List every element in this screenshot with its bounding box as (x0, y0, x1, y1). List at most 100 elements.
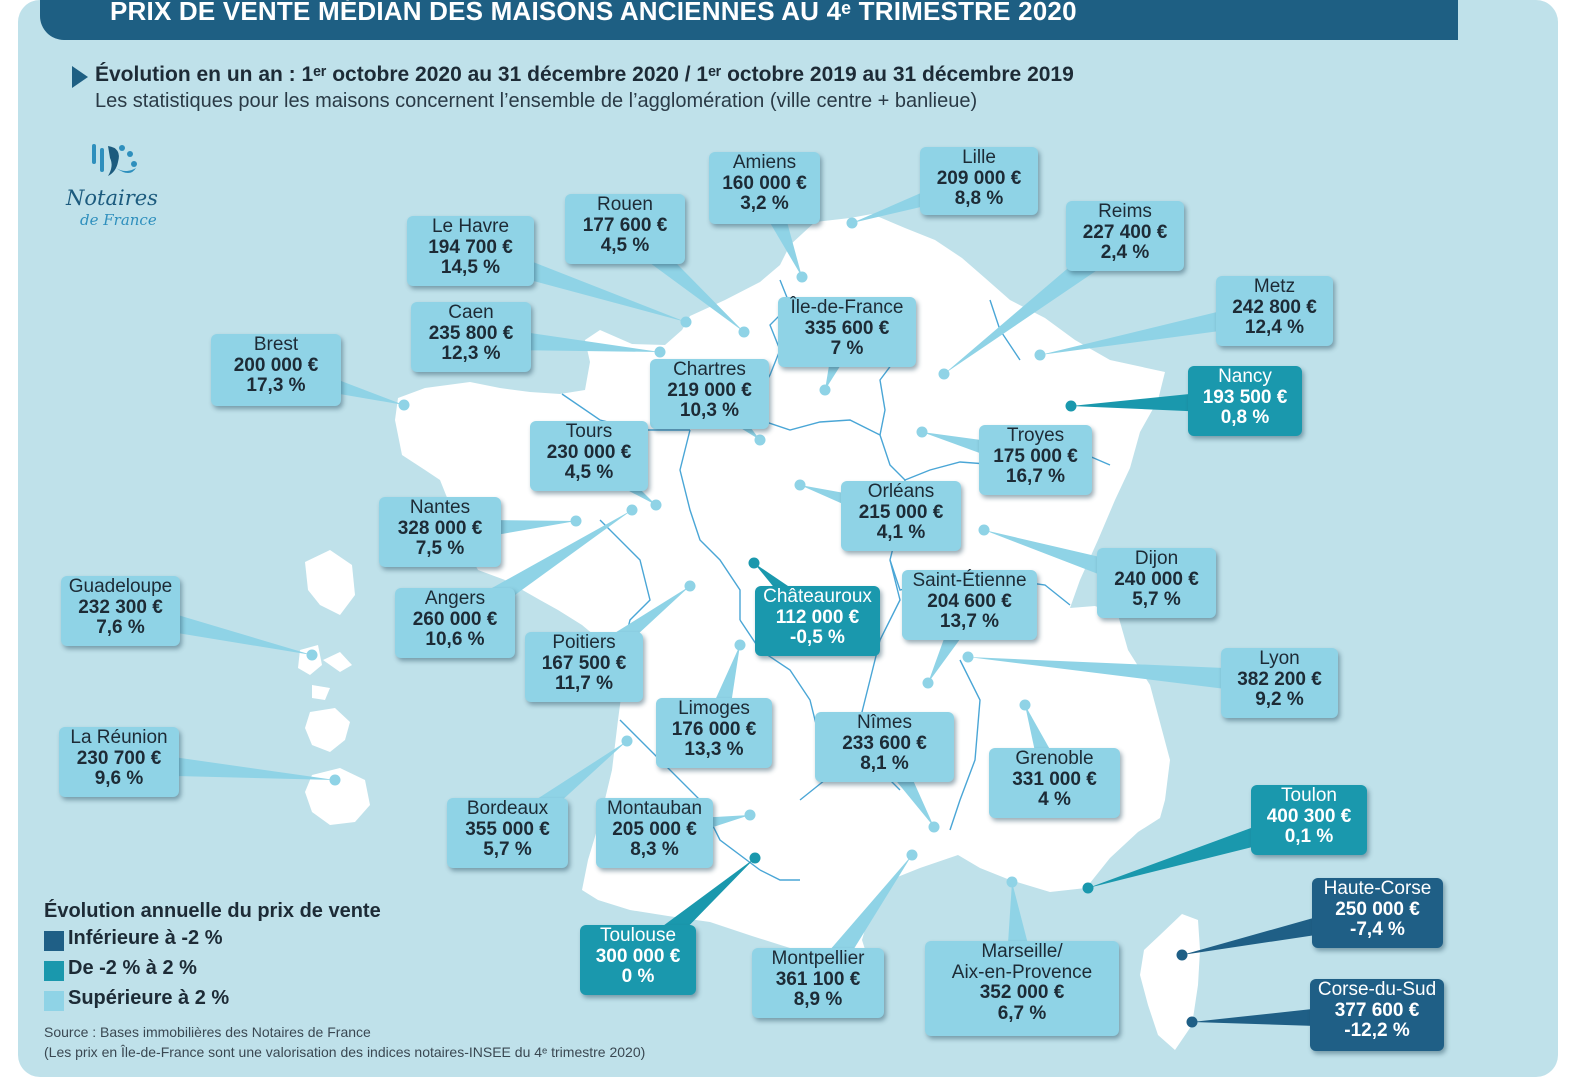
city-evolution: 4 % (1038, 789, 1071, 810)
city-price: 177 600 € (582, 214, 668, 236)
callout-pointer (968, 657, 1281, 696)
city-evolution: 9,6 % (94, 768, 144, 789)
city-price: 331 000 € (1012, 768, 1097, 790)
city-callout: Grenoble 331 000 €4 % (989, 748, 1120, 818)
city-evolution: 8,1 % (860, 753, 909, 774)
city-dots (306, 217, 1198, 1028)
city-evolution: 0 % (621, 966, 655, 987)
city-name: Lyon (1259, 648, 1300, 669)
city-dot (650, 499, 662, 511)
city-name: Grenoble (1015, 748, 1094, 769)
city-callout: Reims 227 400 €2,4 % (1066, 201, 1184, 271)
city-evolution: 8,3 % (630, 839, 679, 860)
legend-item: De -2 % à 2 % (44, 953, 381, 983)
legend-label: De -2 % à 2 % (68, 957, 197, 979)
legend-label: Inférieure à -2 % (68, 927, 223, 949)
city-dot (796, 271, 808, 283)
city-dot (906, 849, 918, 861)
notaires-logo-icon (92, 144, 137, 176)
city-evolution: 4,1 % (876, 522, 926, 543)
city-callout: Nantes 328 000 €7,5 % (379, 497, 501, 567)
city-price: 194 700 € (428, 236, 513, 258)
city-callout: Île-de-France 335 600 €7 % (778, 297, 916, 367)
city-price: 230 000 € (546, 441, 632, 463)
city-name: Troyes (1006, 425, 1065, 446)
city-price: 250 000 € (1335, 898, 1420, 920)
city-name: Châteauroux (763, 586, 872, 607)
city-callout: Caen 235 800 €12,3 % (411, 302, 531, 372)
city-callout: Guadeloupe 232 300 €7,6 % (61, 576, 180, 646)
city-price: 352 000 € (979, 982, 1065, 1003)
city-callout: Chartres 219 000 €10,3 % (650, 359, 769, 429)
city-name: Saint-Étienne (912, 570, 1027, 591)
city-price: 204 600 € (927, 590, 1012, 612)
city-evolution: 11,7 % (554, 673, 614, 694)
city-evolution: 2,4 % (1100, 242, 1150, 263)
city-name: Brest (253, 334, 299, 355)
subtitle: Évolution en un an : 1ᵉʳ octobre 2020 au… (95, 63, 1074, 86)
city-name: Reims (1098, 201, 1152, 222)
city-name: Nîmes (857, 712, 912, 733)
city-evolution: 8,9 % (793, 989, 843, 1010)
city-price: 355 000 € (465, 818, 550, 840)
city-name: Aix-en-Provence (951, 961, 1093, 983)
legend-item: Supérieure à 2 % (44, 983, 381, 1013)
city-callout: Angers 260 000 €10,6 % (395, 588, 515, 658)
city-name: Le Havre (431, 216, 510, 237)
city-evolution: 12,3 % (441, 343, 501, 364)
city-name: Amiens (732, 152, 797, 173)
city-price: 205 000 € (612, 818, 697, 840)
city-evolution: 5,7 % (483, 839, 532, 860)
city-name: Lille (962, 147, 996, 168)
city-callout: Marseille/Aix-en-Provence 352 000 €6,7 % (925, 941, 1119, 1036)
city-evolution: 12,4 % (1244, 317, 1305, 338)
city-name: Caen (448, 302, 494, 323)
city-price: 240 000 € (1114, 568, 1199, 590)
city-price: 209 000 € (936, 167, 1022, 189)
city-callout: Lille 209 000 €8,8 % (920, 147, 1038, 215)
city-price: 382 200 € (1237, 668, 1322, 690)
city-evolution: 7,5 % (415, 538, 465, 559)
legend: Évolution annuelle du prix de vente Infé… (44, 900, 381, 1013)
city-evolution: 7,6 % (96, 617, 145, 638)
city-evolution: 13,7 % (939, 611, 1000, 632)
city-dot (1019, 699, 1031, 711)
city-name: Rouen (597, 194, 653, 215)
city-evolution: 10,6 % (425, 629, 485, 650)
city-dot (794, 479, 806, 491)
city-callout: Amiens 160 000 €3,2 % (709, 152, 820, 224)
city-callout: Haute-Corse 250 000 € -7,4 % (1312, 878, 1443, 948)
city-price: 377 600 € (1334, 999, 1420, 1021)
city-callout: Toulon 400 300 €0,1 % (1251, 785, 1367, 855)
city-evolution: 3,2 % (740, 193, 789, 214)
city-callout: Orléans 215 000 €4,1 % (841, 481, 961, 551)
city-callout: Metz 242 800 €12,4 % (1216, 276, 1333, 346)
city-price: 328 000 € (397, 517, 483, 539)
city-name: Corse-du-Sud (1317, 979, 1437, 1000)
city-name: Dijon (1134, 548, 1179, 569)
city-dot (928, 821, 940, 833)
city-callout: Châteauroux 112 000 € -0,5 % (755, 586, 880, 656)
legend-swatch (44, 961, 64, 981)
city-dot (1065, 400, 1077, 412)
city-price: 400 300 € (1266, 805, 1352, 827)
city-price: 167 500 € (541, 652, 627, 674)
legend-swatch (44, 991, 64, 1011)
city-dot (1082, 882, 1094, 894)
city-name: Tours (565, 421, 613, 442)
source-line: (Les prix en Île-de-France sont une valo… (44, 1044, 646, 1060)
city-callout: Montpellier 361 100 €8,9 % (752, 948, 884, 1018)
city-dot (916, 426, 928, 438)
city-price: 112 000 € (775, 606, 860, 628)
city-evolution: 4,5 % (600, 235, 650, 256)
guadeloupe-island (298, 550, 355, 700)
city-price: 232 300 € (78, 596, 163, 618)
corsica (1140, 914, 1200, 1050)
city-callout: Nîmes 233 600 €8,1 % (815, 712, 954, 782)
city-name: Guadeloupe (68, 576, 173, 597)
subtitle-arrow-icon (72, 66, 88, 88)
city-callout: Montauban 205 000 €8,3 % (596, 798, 713, 868)
city-price: 227 400 € (1082, 221, 1168, 243)
city-dot (621, 735, 633, 747)
city-price: 235 800 € (428, 322, 514, 344)
